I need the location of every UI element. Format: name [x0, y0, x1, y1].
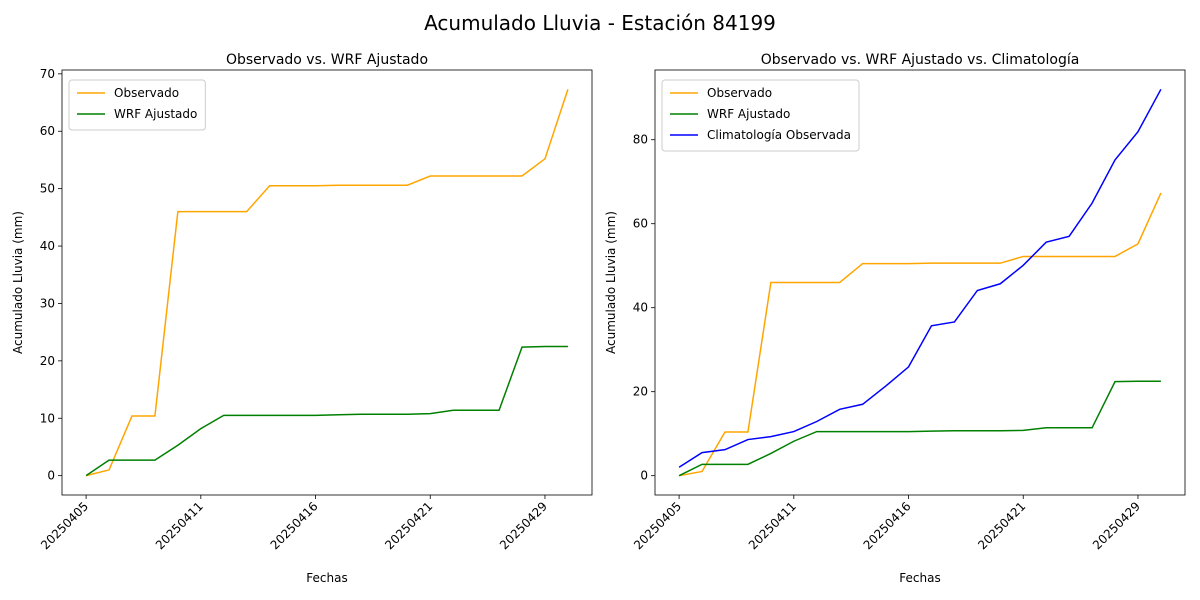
legend: Observado WRF Ajustado Climatología Observ…: [661, 79, 860, 152]
y-tick-label: 20: [40, 354, 55, 368]
y-tick-label: 40: [633, 301, 648, 315]
series-line: [678, 380, 1161, 477]
y-tick-label: 20: [633, 385, 648, 399]
y-tick-label: 60: [633, 217, 648, 231]
chart-title: Observado vs. WRF Ajustado: [226, 52, 428, 68]
y-tick-label: 70: [40, 67, 55, 81]
legend-label: Observado: [707, 86, 772, 100]
y-tick-label: 0: [47, 469, 55, 483]
chart-title: Observado vs. WRF Ajustado vs. Climatolo…: [761, 52, 1080, 68]
series-line: [85, 345, 568, 477]
y-axis-label: Acumulado Lluvia (mm): [11, 211, 25, 354]
series-line: [678, 88, 1162, 468]
series-line: [678, 192, 1162, 477]
y-tick-label: 30: [40, 296, 55, 310]
x-axis-label: Fechas: [899, 571, 940, 585]
x-axis-label: Fechas: [306, 571, 347, 585]
legend-frame: [661, 79, 860, 152]
axes-frame: [61, 69, 593, 496]
legend-label: Observado: [114, 86, 179, 100]
y-tick-label: 50: [40, 182, 55, 196]
legend-label: WRF Ajustado: [114, 107, 197, 121]
series-line: [85, 89, 569, 477]
y-axis-label: Acumulado Lluvia (mm): [604, 211, 618, 354]
y-tick-label: 0: [640, 469, 648, 483]
legend-label: WRF Ajustado: [707, 107, 790, 121]
y-tick-label: 60: [40, 124, 55, 138]
y-tick-label: 40: [40, 239, 55, 253]
figure-title: Acumulado Lluvia - Estación 84199: [424, 11, 776, 35]
legend: Observado WRF Ajustado: [68, 79, 206, 131]
y-tick-label: 80: [633, 133, 648, 147]
axes-frame: [654, 69, 1186, 496]
legend-label: Climatología Observada: [707, 128, 851, 142]
y-tick-label: 10: [40, 411, 55, 425]
